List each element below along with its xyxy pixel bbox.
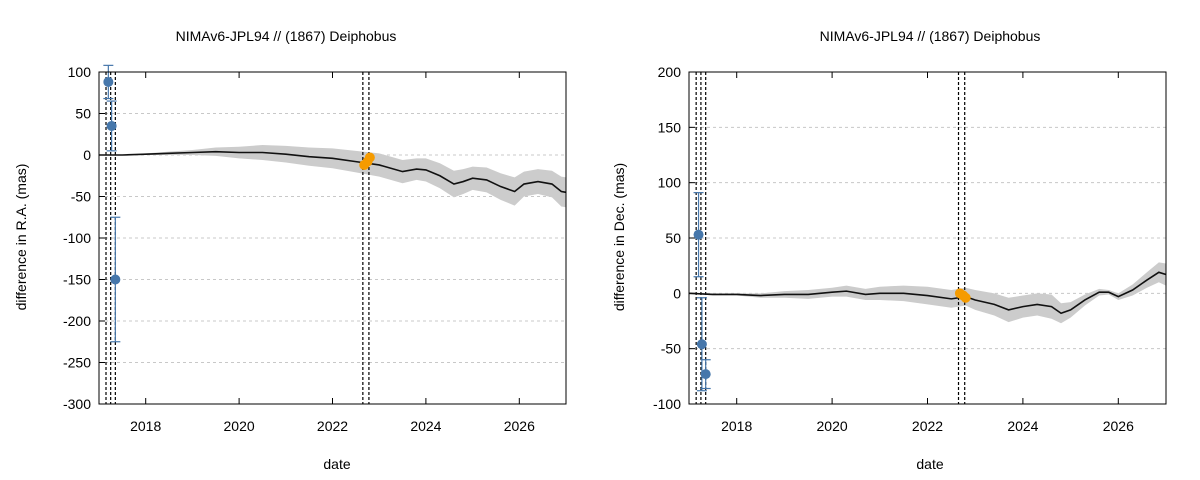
data-point bbox=[103, 76, 114, 87]
x-tick-label: 2024 bbox=[410, 418, 441, 434]
y-tick-label: 0 bbox=[673, 285, 681, 301]
series-line bbox=[99, 150, 567, 194]
x-tick-label: 2020 bbox=[817, 418, 848, 434]
plot-frame bbox=[98, 71, 567, 405]
y-tick-label: -50 bbox=[661, 341, 681, 357]
data-point bbox=[696, 339, 707, 350]
y-axis-label: difference in Dec. (mas) bbox=[611, 163, 627, 311]
y-tick-label: -100 bbox=[63, 230, 91, 246]
y-tick-label: -100 bbox=[653, 396, 681, 412]
data-point bbox=[106, 120, 117, 131]
x-axis-label: date bbox=[323, 456, 350, 472]
x-tick-label: 2018 bbox=[130, 418, 161, 434]
chart-title: NIMAv6-JPL94 // (1867) Deiphobus bbox=[176, 28, 397, 44]
y-tick-label: 100 bbox=[68, 64, 92, 80]
y-tick-label: -250 bbox=[63, 355, 91, 371]
data-point bbox=[960, 292, 971, 303]
data-point bbox=[693, 229, 704, 240]
y-tick-label: 50 bbox=[75, 106, 91, 122]
y-tick-label: 200 bbox=[658, 64, 682, 80]
x-tick-label: 2026 bbox=[504, 418, 535, 434]
chart-title: NIMAv6-JPL94 // (1867) Deiphobus bbox=[820, 28, 1041, 44]
y-axis-label: difference in R.A. (mas) bbox=[13, 164, 29, 311]
x-tick-label: 2022 bbox=[317, 418, 348, 434]
y-tick-label: -50 bbox=[71, 189, 91, 205]
ra-chart: NIMAv6-JPL94 // (1867) Deiphobus date di… bbox=[13, 28, 567, 472]
uncertainty-band bbox=[689, 262, 1166, 324]
x-tick-label: 2020 bbox=[224, 418, 255, 434]
uncertainty-band bbox=[99, 145, 566, 208]
y-tick-label: 100 bbox=[658, 175, 682, 191]
y-tick-label: 150 bbox=[658, 119, 682, 135]
y-tick-label: 50 bbox=[665, 230, 681, 246]
x-tick-label: 2024 bbox=[1007, 418, 1038, 434]
x-tick-label: 2022 bbox=[912, 418, 943, 434]
data-point bbox=[110, 274, 121, 285]
x-tick-label: 2026 bbox=[1103, 418, 1134, 434]
dec-chart: NIMAv6-JPL94 // (1867) Deiphobus date di… bbox=[611, 28, 1167, 472]
data-point bbox=[364, 152, 375, 163]
y-tick-label: -150 bbox=[63, 272, 91, 288]
y-tick-label: 0 bbox=[83, 147, 91, 163]
series-line bbox=[688, 271, 1167, 315]
data-point bbox=[700, 369, 711, 380]
y-tick-label: -300 bbox=[63, 396, 91, 412]
x-axis-label: date bbox=[916, 456, 943, 472]
x-tick-label: 2018 bbox=[721, 418, 752, 434]
plot-frame bbox=[688, 71, 1167, 405]
y-tick-label: -200 bbox=[63, 313, 91, 329]
